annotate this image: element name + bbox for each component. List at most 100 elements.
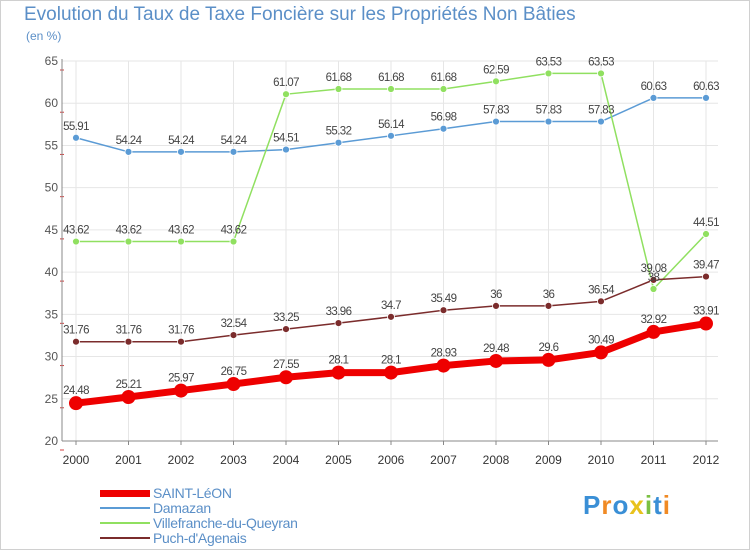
legend-swatch bbox=[100, 507, 150, 509]
data-point bbox=[597, 297, 605, 306]
data-point bbox=[387, 85, 395, 93]
x-tick-label: 2007 bbox=[430, 453, 457, 467]
data-label: 55.32 bbox=[326, 126, 352, 138]
data-point bbox=[387, 312, 395, 321]
data-point bbox=[492, 301, 500, 310]
data-label: 27.55 bbox=[273, 359, 299, 371]
data-point bbox=[331, 365, 346, 380]
data-label: 54.51 bbox=[273, 133, 299, 145]
data-label: 25.21 bbox=[116, 379, 142, 391]
x-tick-label: 2010 bbox=[588, 453, 615, 467]
data-label: 57.83 bbox=[588, 105, 614, 117]
data-label: 43.62 bbox=[221, 225, 247, 237]
data-label: 29.6 bbox=[539, 342, 559, 354]
data-label: 61.07 bbox=[273, 77, 299, 89]
data-point bbox=[177, 147, 185, 156]
data-point bbox=[229, 331, 238, 340]
series-2 bbox=[72, 69, 710, 293]
data-label: 30.49 bbox=[588, 334, 614, 346]
data-point bbox=[541, 352, 556, 367]
data-label: 28.1 bbox=[329, 355, 349, 367]
data-point bbox=[229, 237, 238, 246]
series-1 bbox=[72, 94, 710, 156]
data-point bbox=[124, 237, 133, 246]
chart-title: Evolution du Taux de Taxe Foncière sur l… bbox=[24, 4, 576, 25]
data-label: 61.68 bbox=[326, 72, 352, 84]
data-label: 57.83 bbox=[483, 105, 509, 117]
logo-letter: i bbox=[644, 490, 654, 520]
data-point bbox=[72, 337, 80, 346]
legend-label: Puch-d'Agenais bbox=[153, 530, 247, 546]
data-point bbox=[489, 353, 503, 368]
data-point bbox=[646, 324, 661, 339]
data-label: 55.91 bbox=[63, 121, 89, 133]
y-tick-label: 35 bbox=[45, 307, 59, 321]
data-point bbox=[439, 85, 448, 93]
data-label: 56.14 bbox=[378, 119, 405, 131]
data-label: 43.62 bbox=[168, 225, 194, 237]
data-label: 54.24 bbox=[221, 135, 248, 147]
data-label: 63.53 bbox=[536, 56, 562, 68]
data-point bbox=[649, 94, 658, 102]
data-point bbox=[177, 337, 185, 346]
data-point bbox=[279, 370, 293, 385]
data-label: 62.59 bbox=[483, 64, 509, 76]
y-tick-label: 55 bbox=[45, 138, 59, 152]
x-tick-label: 2000 bbox=[63, 453, 90, 467]
data-label: 61.68 bbox=[431, 72, 457, 84]
data-label: 33.25 bbox=[273, 312, 299, 324]
legend-swatch bbox=[100, 489, 150, 497]
series-layer bbox=[69, 69, 713, 411]
data-point bbox=[544, 117, 553, 126]
proxiti-logo: Proxiti bbox=[583, 490, 671, 521]
data-label: 43.62 bbox=[116, 225, 142, 237]
x-tick-label: 2008 bbox=[483, 453, 510, 467]
data-label-layer: 24.48 25.21 25.97 26.75 27.55 28.1 28.1 28.93 29… bbox=[63, 56, 720, 397]
series-0 bbox=[69, 316, 713, 411]
data-label: 32.54 bbox=[221, 318, 248, 330]
data-label: 60.63 bbox=[693, 81, 719, 93]
data-point bbox=[702, 94, 710, 102]
data-label: 43.62 bbox=[63, 225, 89, 237]
data-label: 28.1 bbox=[381, 355, 401, 367]
data-point bbox=[124, 147, 133, 156]
axis-layer: 20 25 30 35 40 45 50 55 60 65 2000 2001 2002 2003 2004… bbox=[45, 54, 720, 467]
data-label: 36 bbox=[490, 289, 502, 301]
data-label: 36.54 bbox=[588, 284, 615, 296]
data-point bbox=[72, 133, 80, 142]
data-point bbox=[282, 145, 290, 154]
data-label: 54.24 bbox=[116, 135, 143, 147]
logo-letter: P bbox=[583, 490, 602, 520]
data-point bbox=[334, 138, 343, 147]
data-label: 25.97 bbox=[168, 373, 194, 385]
data-point bbox=[72, 237, 80, 246]
data-label: 63.53 bbox=[588, 56, 614, 68]
data-label: 54.24 bbox=[168, 135, 195, 147]
x-tick-label: 2005 bbox=[325, 453, 352, 467]
data-point bbox=[649, 285, 658, 293]
data-point bbox=[69, 396, 83, 411]
y-tick-label: 45 bbox=[45, 223, 59, 237]
x-tick-label: 2003 bbox=[220, 453, 247, 467]
y-tick-label: 30 bbox=[45, 350, 59, 364]
data-point bbox=[121, 390, 136, 405]
data-label: 34.7 bbox=[381, 300, 401, 312]
data-label: 39.47 bbox=[693, 260, 719, 272]
data-point bbox=[439, 306, 448, 315]
y-tick-label: 20 bbox=[45, 434, 59, 448]
logo-letter: r bbox=[601, 490, 613, 520]
data-point bbox=[282, 90, 290, 99]
data-label: 61.68 bbox=[378, 72, 404, 84]
data-point bbox=[594, 345, 608, 360]
data-point bbox=[544, 301, 553, 310]
y-tick-label: 65 bbox=[45, 54, 59, 68]
x-tick-label: 2011 bbox=[641, 453, 667, 467]
data-label: 26.75 bbox=[221, 366, 247, 378]
data-point bbox=[597, 117, 605, 126]
data-label: 31.76 bbox=[116, 325, 142, 337]
data-point bbox=[334, 85, 343, 93]
data-point bbox=[702, 272, 710, 281]
y-tick-label: 40 bbox=[45, 265, 59, 279]
